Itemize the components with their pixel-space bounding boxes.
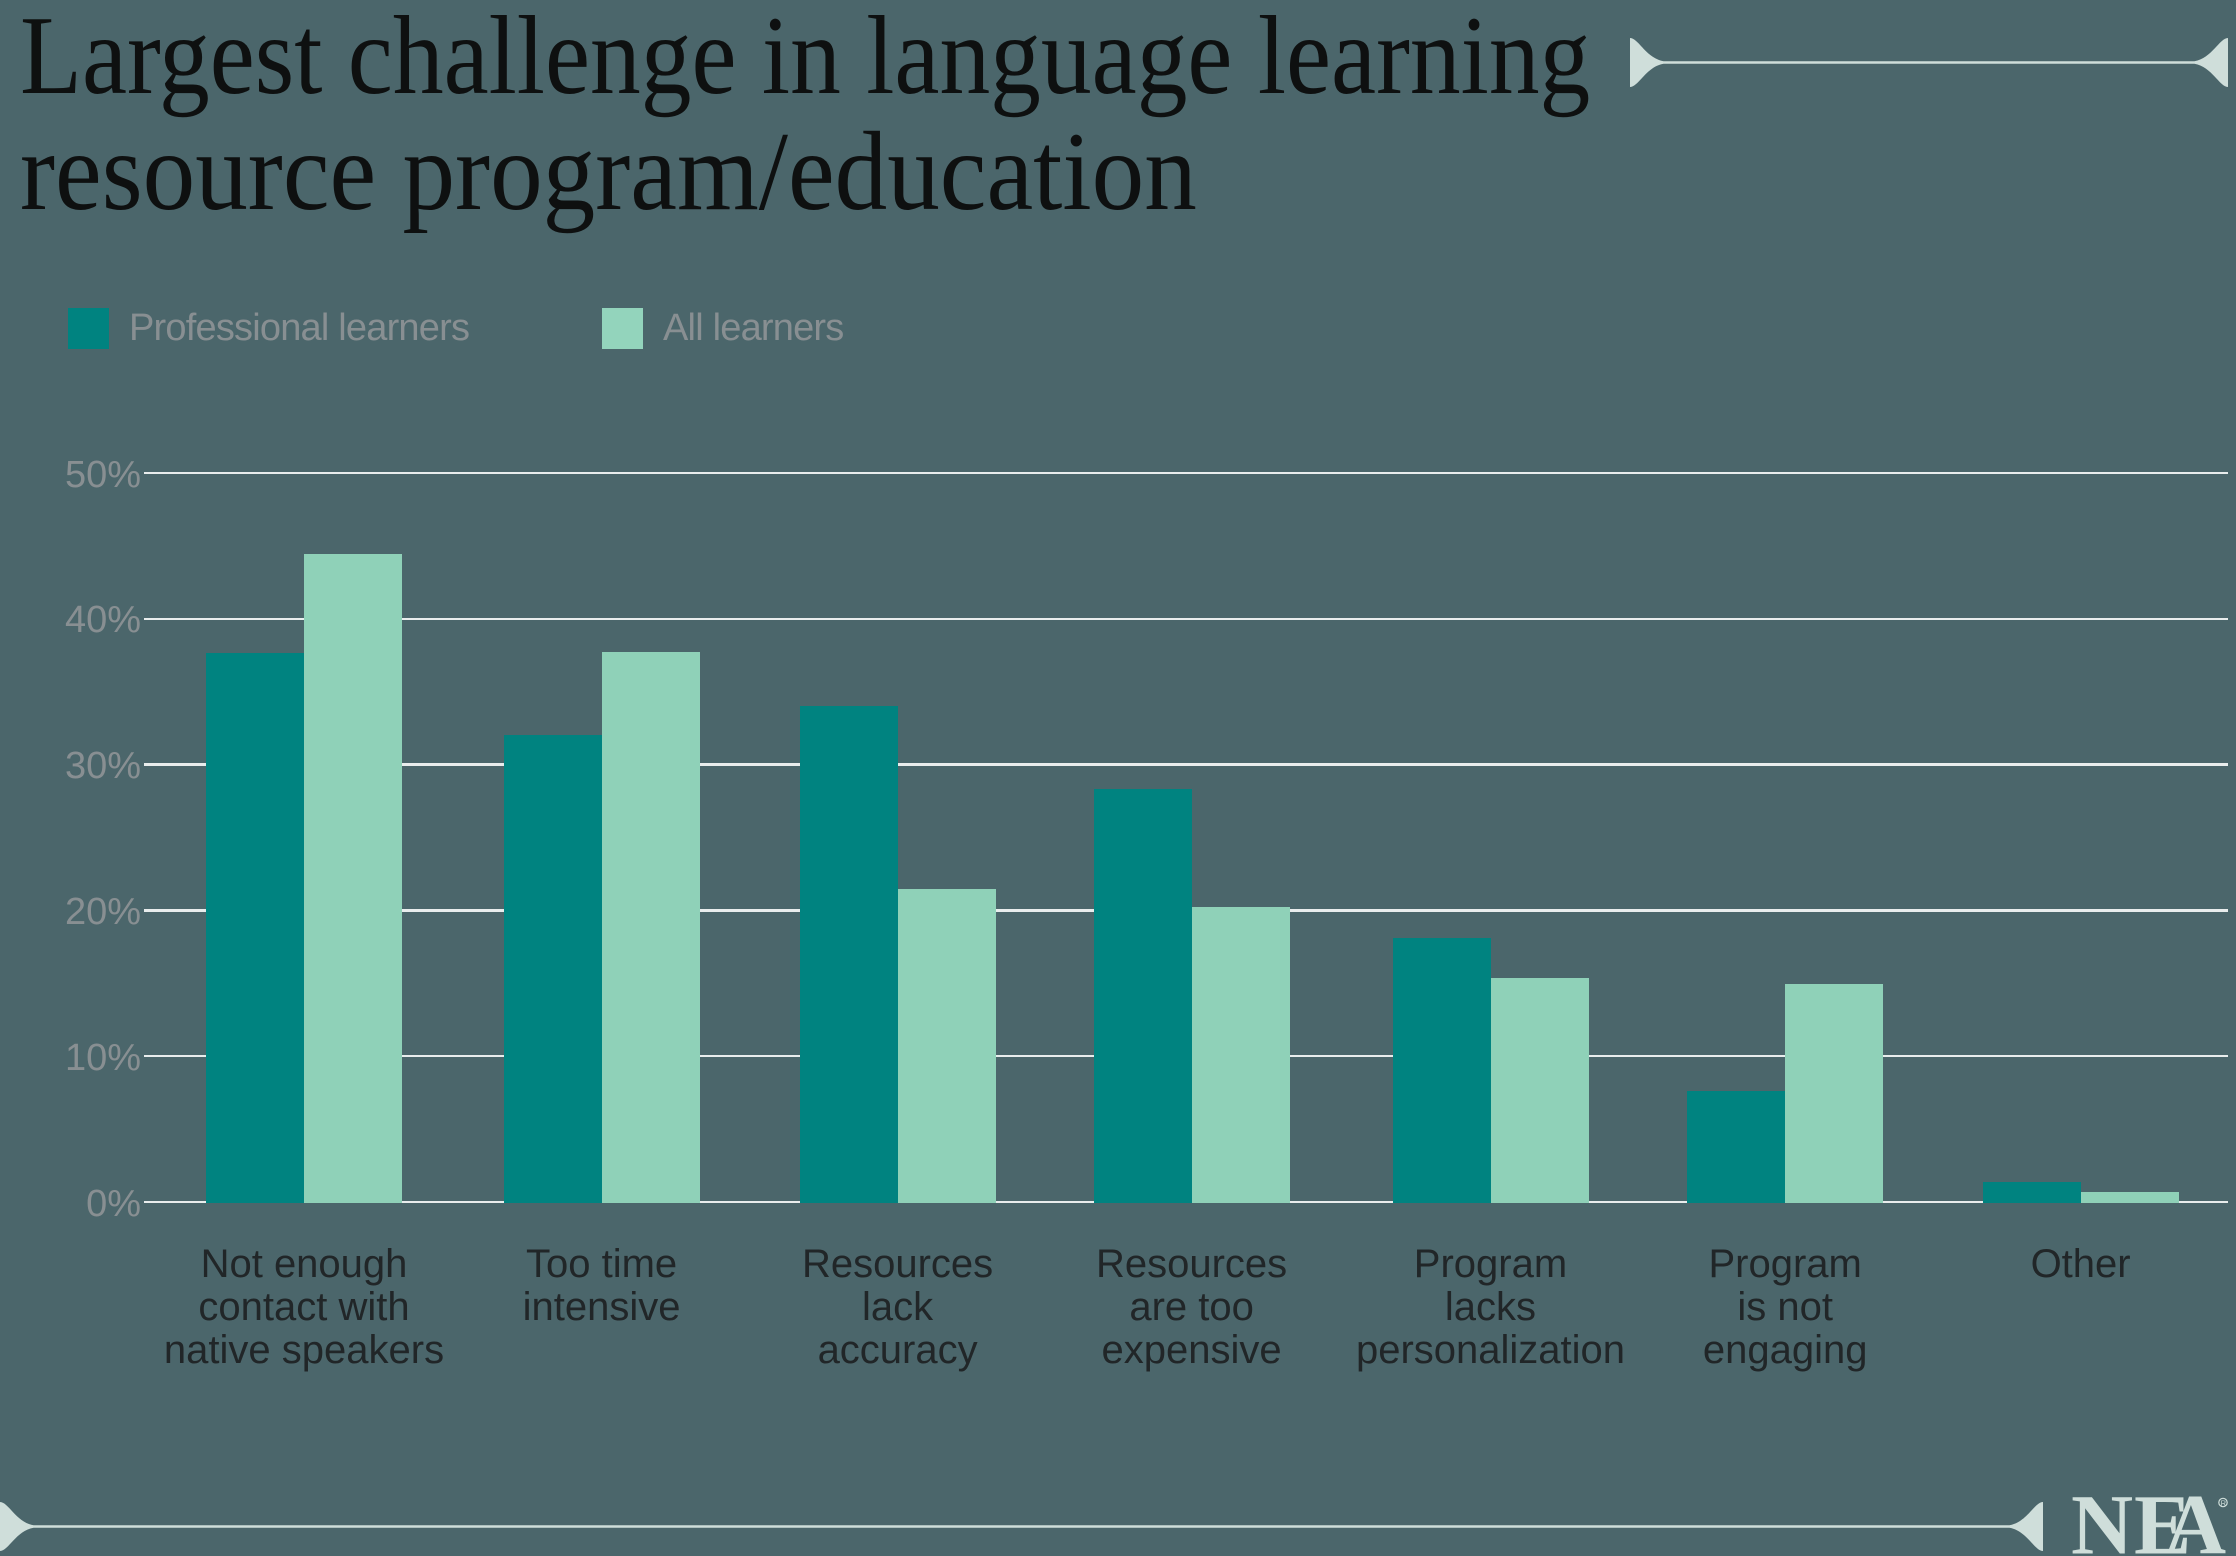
svg-text:R: R	[2221, 1498, 2227, 1507]
svg-text:A: A	[2164, 1486, 2226, 1556]
svg-text:N: N	[2071, 1486, 2133, 1556]
svg-text:E: E	[2134, 1486, 2191, 1556]
